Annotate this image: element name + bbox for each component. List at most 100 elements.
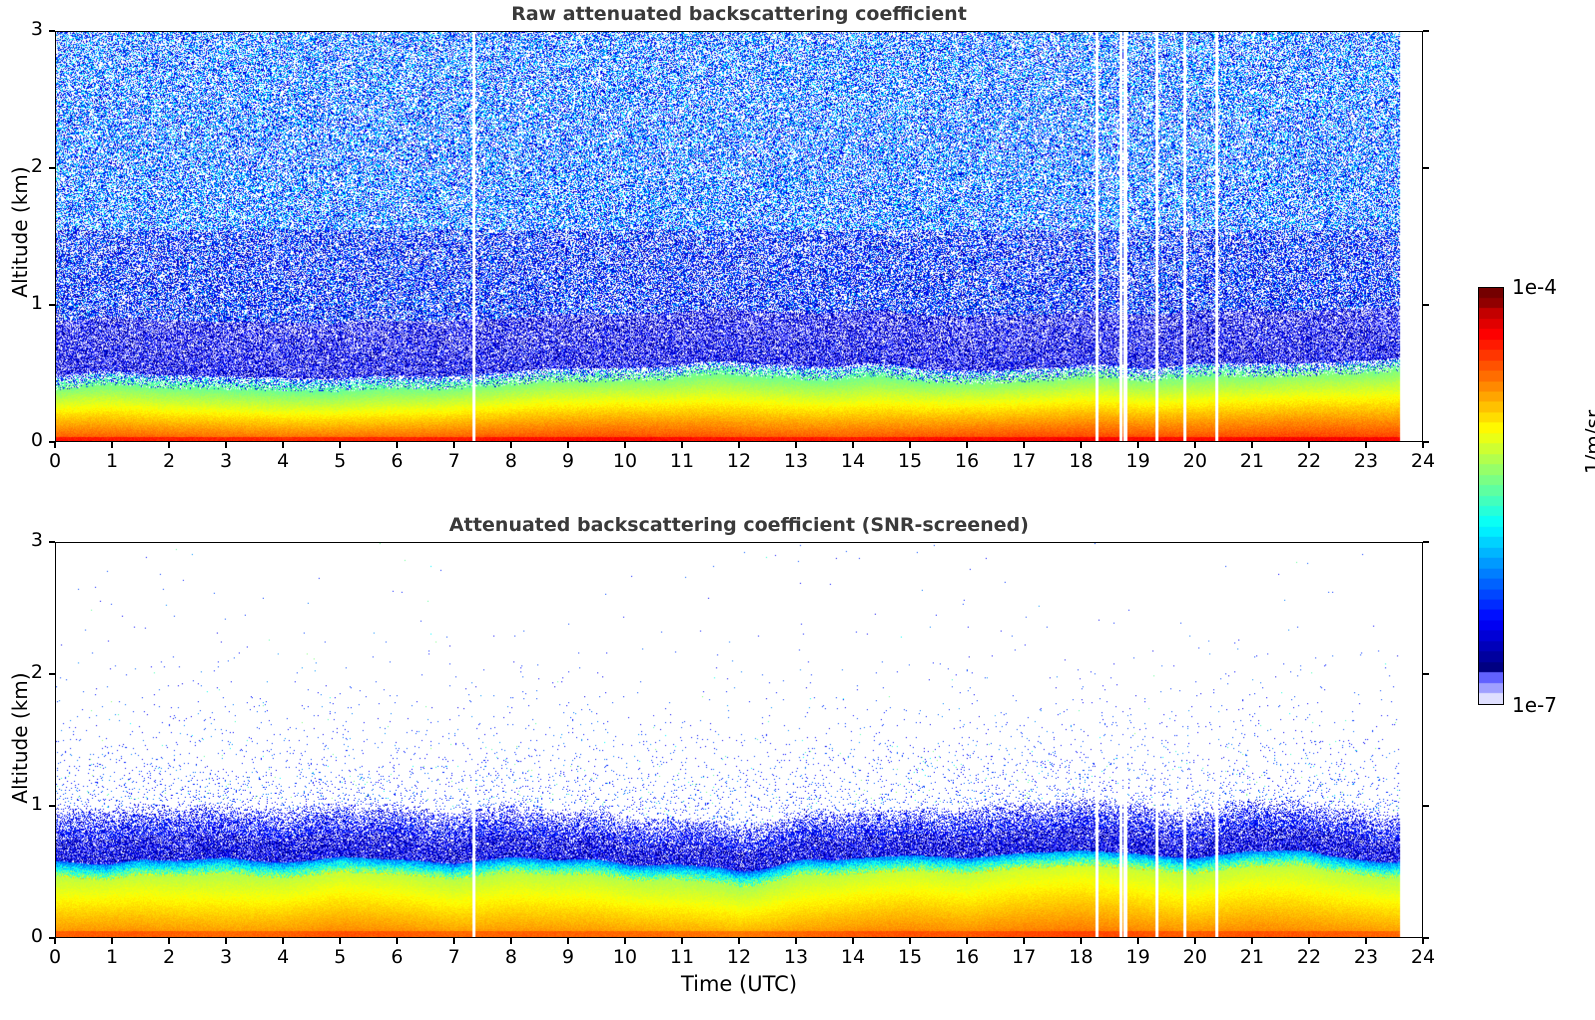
x-tick-snr-2 bbox=[168, 938, 170, 944]
x-tick-raw-9 bbox=[567, 442, 569, 448]
x-tick-label-snr-5: 5 bbox=[333, 946, 347, 968]
x-tick-label-raw-20: 20 bbox=[1182, 450, 1208, 472]
colorbar-label-min: 1e-7 bbox=[1512, 693, 1557, 717]
x-tick-raw-11 bbox=[681, 442, 683, 448]
x-tick-raw-8 bbox=[510, 442, 512, 448]
x-tick-label-snr-21: 21 bbox=[1239, 946, 1265, 968]
x-tick-label-snr-19: 19 bbox=[1125, 946, 1151, 968]
x-tick-raw-22 bbox=[1308, 442, 1310, 448]
x-tick-label-raw-15: 15 bbox=[897, 450, 923, 472]
x-tick-label-raw-8: 8 bbox=[504, 450, 518, 472]
panel-title-snr: Attenuated backscattering coefficient (S… bbox=[449, 514, 1029, 536]
y-tick-label-raw-2: 2 bbox=[30, 155, 43, 177]
x-tick-label-raw-9: 9 bbox=[561, 450, 575, 472]
x-tick-snr-23 bbox=[1365, 938, 1367, 944]
x-tick-raw-20 bbox=[1194, 442, 1196, 448]
x-tick-raw-3 bbox=[225, 442, 227, 448]
x-axis-label: Time (UTC) bbox=[680, 972, 798, 996]
x-tick-raw-15 bbox=[909, 442, 911, 448]
x-tick-label-snr-13: 13 bbox=[783, 946, 809, 968]
x-tick-label-raw-11: 11 bbox=[669, 450, 695, 472]
x-tick-label-snr-17: 17 bbox=[1011, 946, 1037, 968]
x-tick-raw-12 bbox=[738, 442, 740, 448]
x-tick-label-snr-16: 16 bbox=[954, 946, 980, 968]
x-tick-label-raw-7: 7 bbox=[447, 450, 461, 472]
x-tick-snr-12 bbox=[738, 938, 740, 944]
y-tick-raw-0 bbox=[49, 441, 55, 443]
y-tick-right-snr-3 bbox=[1423, 541, 1429, 543]
x-tick-label-raw-23: 23 bbox=[1353, 450, 1379, 472]
x-tick-snr-7 bbox=[453, 938, 455, 944]
y-tick-snr-1 bbox=[49, 805, 55, 807]
y-tick-label-raw-0: 0 bbox=[30, 429, 43, 451]
x-tick-raw-16 bbox=[966, 442, 968, 448]
x-tick-label-snr-7: 7 bbox=[447, 946, 461, 968]
x-tick-snr-0 bbox=[54, 938, 56, 944]
x-tick-snr-20 bbox=[1194, 938, 1196, 944]
y-tick-label-snr-3: 3 bbox=[30, 529, 43, 551]
x-tick-raw-23 bbox=[1365, 442, 1367, 448]
x-tick-raw-1 bbox=[111, 442, 113, 448]
y-tick-right-raw-1 bbox=[1423, 304, 1429, 306]
x-tick-raw-14 bbox=[852, 442, 854, 448]
x-tick-snr-22 bbox=[1308, 938, 1310, 944]
y-tick-right-raw-2 bbox=[1423, 167, 1429, 169]
x-tick-snr-4 bbox=[282, 938, 284, 944]
colorbar-gradient bbox=[1478, 287, 1504, 705]
x-tick-raw-0 bbox=[54, 442, 56, 448]
x-tick-snr-18 bbox=[1080, 938, 1082, 944]
x-tick-snr-6 bbox=[396, 938, 398, 944]
x-tick-snr-10 bbox=[624, 938, 626, 944]
x-tick-label-snr-4: 4 bbox=[276, 946, 290, 968]
x-tick-label-raw-14: 14 bbox=[840, 450, 866, 472]
x-tick-label-snr-1: 1 bbox=[105, 946, 119, 968]
x-tick-raw-10 bbox=[624, 442, 626, 448]
y-tick-snr-2 bbox=[49, 673, 55, 675]
x-tick-snr-19 bbox=[1137, 938, 1139, 944]
x-tick-label-snr-24: 24 bbox=[1410, 946, 1436, 968]
x-tick-snr-16 bbox=[966, 938, 968, 944]
x-tick-label-snr-2: 2 bbox=[162, 946, 176, 968]
x-tick-label-snr-8: 8 bbox=[504, 946, 518, 968]
y-tick-label-raw-1: 1 bbox=[30, 292, 43, 314]
y-tick-right-snr-2 bbox=[1423, 673, 1429, 675]
x-tick-raw-18 bbox=[1080, 442, 1082, 448]
x-tick-label-snr-9: 9 bbox=[561, 946, 575, 968]
colorbar: 1e-4 1e-7 bbox=[1478, 275, 1557, 717]
heatmap-snr bbox=[56, 543, 1422, 937]
x-tick-label-snr-15: 15 bbox=[897, 946, 923, 968]
x-tick-snr-21 bbox=[1251, 938, 1253, 944]
x-tick-raw-4 bbox=[282, 442, 284, 448]
x-tick-label-snr-18: 18 bbox=[1068, 946, 1094, 968]
x-tick-label-snr-10: 10 bbox=[612, 946, 638, 968]
x-tick-label-raw-21: 21 bbox=[1239, 450, 1265, 472]
x-tick-label-raw-10: 10 bbox=[612, 450, 638, 472]
x-tick-label-raw-0: 0 bbox=[48, 450, 62, 472]
x-tick-raw-2 bbox=[168, 442, 170, 448]
y-tick-label-snr-1: 1 bbox=[30, 793, 43, 815]
x-tick-label-raw-2: 2 bbox=[162, 450, 176, 472]
x-tick-label-raw-19: 19 bbox=[1125, 450, 1151, 472]
plot-area-snr bbox=[55, 542, 1423, 938]
colorbar-unit-label: 1/m/sr bbox=[1581, 409, 1595, 475]
x-tick-label-snr-20: 20 bbox=[1182, 946, 1208, 968]
x-tick-label-raw-18: 18 bbox=[1068, 450, 1094, 472]
x-tick-label-snr-22: 22 bbox=[1296, 946, 1322, 968]
x-tick-label-snr-3: 3 bbox=[219, 946, 233, 968]
x-tick-label-raw-16: 16 bbox=[954, 450, 980, 472]
x-tick-snr-13 bbox=[795, 938, 797, 944]
x-tick-label-raw-5: 5 bbox=[333, 450, 347, 472]
x-tick-snr-24 bbox=[1422, 938, 1424, 944]
x-tick-raw-13 bbox=[795, 442, 797, 448]
x-tick-label-snr-6: 6 bbox=[390, 946, 404, 968]
y-tick-label-raw-3: 3 bbox=[30, 18, 43, 40]
plot-area-raw bbox=[55, 31, 1423, 442]
x-tick-snr-15 bbox=[909, 938, 911, 944]
x-tick-label-raw-4: 4 bbox=[276, 450, 290, 472]
y-tick-right-snr-1 bbox=[1423, 805, 1429, 807]
y-tick-right-raw-3 bbox=[1423, 30, 1429, 32]
x-tick-raw-5 bbox=[339, 442, 341, 448]
x-tick-snr-5 bbox=[339, 938, 341, 944]
y-tick-raw-1 bbox=[49, 304, 55, 306]
